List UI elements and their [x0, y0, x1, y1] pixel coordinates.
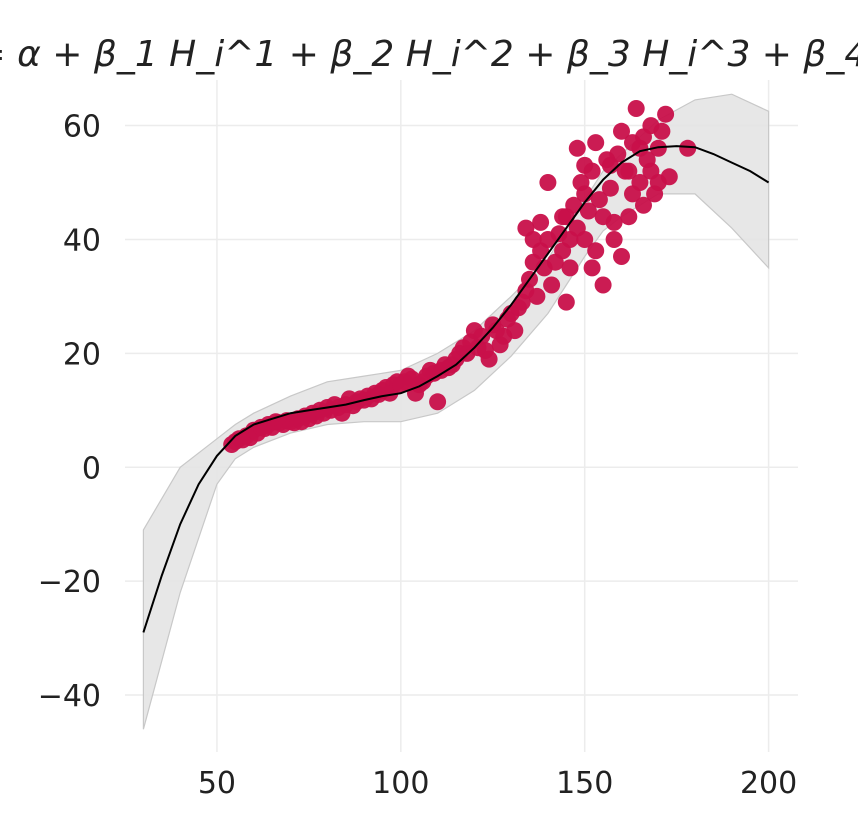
data-point [554, 208, 572, 226]
data-point [583, 259, 601, 277]
data-point [679, 139, 697, 157]
data-point [587, 134, 605, 152]
y-axis-ticks: −40 −20 0 20 40 60 [38, 110, 101, 714]
uncertainty-band [142, 93, 770, 730]
data-point [613, 248, 630, 265]
y-tick-label: 0 [82, 451, 101, 486]
data-point [528, 287, 546, 305]
data-point [627, 100, 645, 117]
data-point [649, 174, 667, 191]
data-point [565, 196, 583, 214]
y-tick-label: 60 [63, 110, 101, 145]
data-point [649, 139, 667, 157]
data-point [517, 219, 535, 237]
data-point [653, 122, 671, 140]
data-point [543, 276, 561, 294]
data-point [561, 259, 579, 277]
data-point [429, 393, 447, 411]
data-point [657, 105, 675, 123]
data-point [624, 185, 641, 203]
data-point [539, 174, 557, 191]
x-axis-ticks: 50 100 150 200 [198, 766, 797, 801]
data-point [583, 162, 601, 180]
data-point [594, 208, 612, 226]
x-tick-label: 50 [198, 766, 236, 801]
data-point [587, 242, 605, 260]
data-point [579, 202, 597, 220]
x-tick-label: 200 [740, 766, 797, 801]
data-point [557, 293, 575, 311]
band-area [142, 93, 770, 730]
data-point [480, 350, 498, 368]
y-tick-label: 20 [63, 337, 101, 372]
data-point [601, 179, 619, 197]
mean-line [142, 145, 770, 633]
x-tick-label: 150 [556, 766, 613, 801]
data-point [568, 139, 586, 157]
y-tick-label: 40 [63, 223, 101, 258]
data-point [506, 322, 524, 340]
data-point [594, 276, 612, 294]
data-point [635, 196, 652, 214]
chart-title: μ_i = α + β_1 H_i^1 + β_2 H_i^2 + β_3 H_… [0, 34, 858, 75]
data-point [590, 191, 608, 209]
data-point [532, 213, 550, 231]
data-point [631, 139, 649, 157]
data-points [223, 100, 697, 453]
y-tick-label: −20 [38, 565, 101, 600]
data-point [601, 156, 619, 174]
data-point [620, 162, 638, 180]
data-point [473, 327, 491, 345]
data-point [620, 208, 638, 226]
data-point [605, 231, 623, 248]
x-tick-label: 100 [372, 766, 429, 801]
data-point [576, 231, 594, 248]
chart-title-text: μ_i = α + β_1 H_i^1 + β_2 H_i^2 + β_3 H_… [0, 34, 858, 75]
data-point [613, 122, 630, 140]
mean-line-path [142, 145, 770, 633]
y-tick-label: −40 [38, 679, 101, 714]
